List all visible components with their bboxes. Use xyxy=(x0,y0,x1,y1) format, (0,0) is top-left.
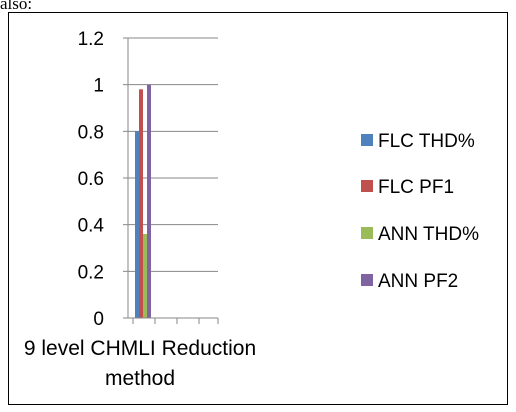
legend-swatch xyxy=(361,274,373,286)
x-axis-label-line: method xyxy=(105,367,175,390)
y-tick-label: 0.6 xyxy=(78,169,104,190)
y-tick-label: 0 xyxy=(93,309,104,330)
legend-swatch xyxy=(361,180,373,192)
y-tick-label: 1 xyxy=(93,76,104,97)
bar-flc-pf1 xyxy=(139,89,143,318)
x-axis-label-line: 9 level CHMLI Reduction xyxy=(24,337,256,360)
page-top-text: also: xyxy=(0,0,33,13)
y-tick-label: 0.8 xyxy=(78,122,104,143)
y-tick-label: 0.4 xyxy=(78,216,105,237)
legend-label: FLC PF1 xyxy=(378,177,454,198)
legend-label: FLC THD% xyxy=(378,131,475,152)
bars xyxy=(135,84,151,319)
legend: FLC THD% FLC PF1 ANN THD% ANN PF2 xyxy=(361,131,479,292)
legend-label: ANN THD% xyxy=(378,224,479,245)
bar-ann-pf2 xyxy=(147,84,151,319)
legend-swatch xyxy=(361,227,373,239)
axes xyxy=(127,38,219,324)
legend-swatch xyxy=(361,134,373,146)
bar-flc-thd- xyxy=(135,131,139,318)
chart-frame xyxy=(8,12,508,405)
legend-label: ANN PF2 xyxy=(378,271,458,292)
x-axis-label: 9 level CHMLI Reduction method xyxy=(24,337,256,390)
y-tick-label: 1.2 xyxy=(78,29,104,50)
y-tick-label: 0.2 xyxy=(78,262,104,283)
bar-ann-thd- xyxy=(143,234,147,318)
y-tick-labels: 0 0.2 0.4 0.6 0.8 1 1.2 xyxy=(78,29,105,330)
